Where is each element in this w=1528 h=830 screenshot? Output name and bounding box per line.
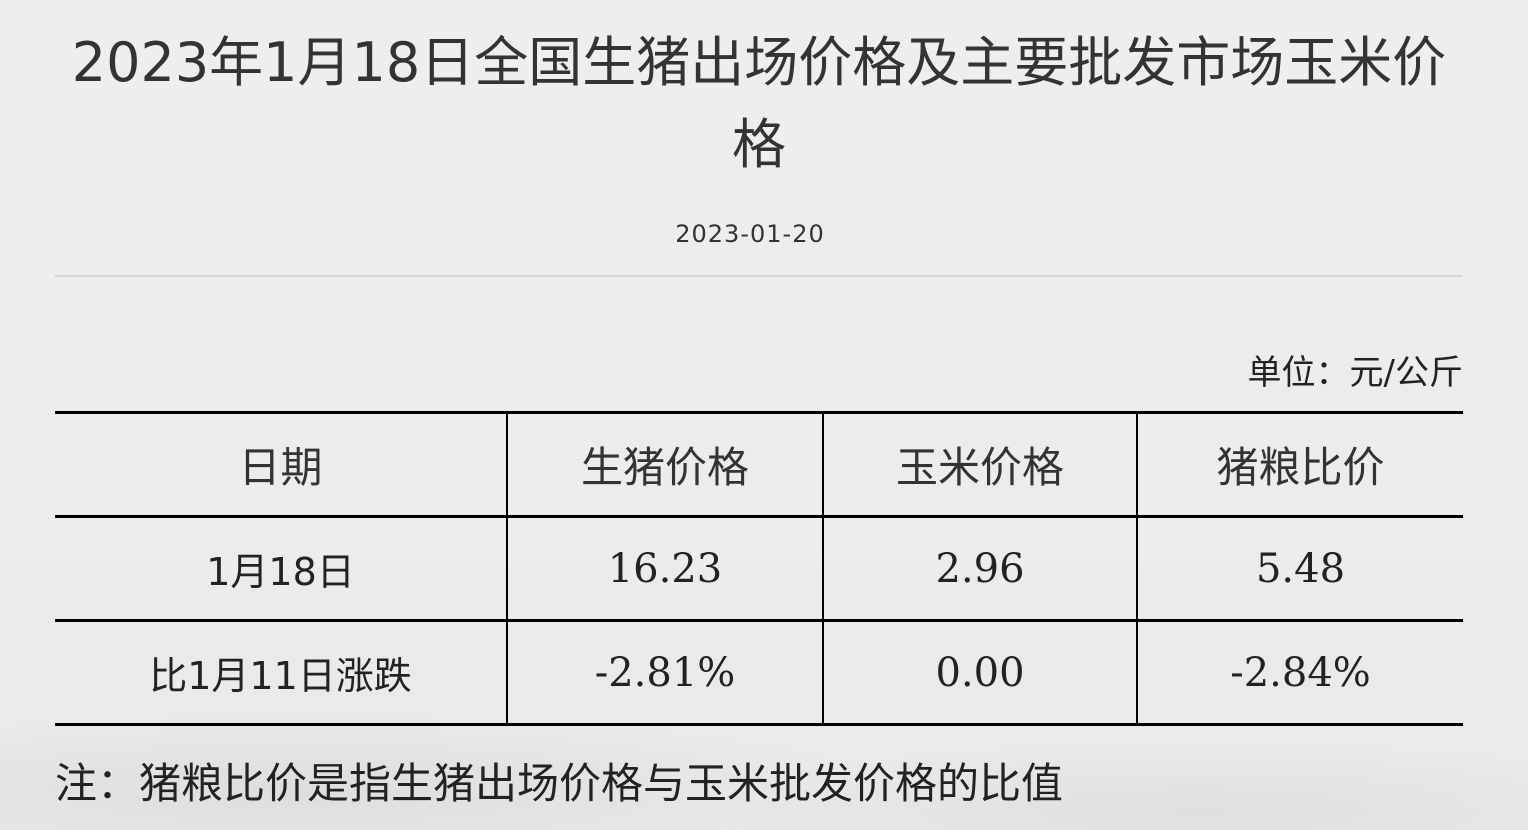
table-cell: 5.48: [1136, 515, 1463, 622]
table-cell: 16.23: [506, 515, 823, 622]
table-cell: 2.96: [822, 515, 1137, 622]
table-header-row: 日期 生猪价格 玉米价格 猪粮比价: [55, 411, 1463, 518]
footnote: 注：猪粮比价是指生猪出场价格与玉米批发价格的比值: [55, 759, 1064, 808]
table-cell: -2.81%: [506, 619, 823, 726]
header-cell: 玉米价格: [822, 411, 1137, 518]
publish-date: 2023-01-20: [675, 220, 825, 248]
table-cell: -2.84%: [1136, 619, 1463, 726]
table-cell: 1月18日: [55, 515, 507, 622]
table-row: 1月18日 16.23 2.96 5.48: [55, 515, 1463, 622]
table-cell: 比1月11日涨跌: [55, 619, 507, 726]
table-row: 比1月11日涨跌 -2.81% 0.00 -2.84%: [55, 619, 1463, 726]
divider: [55, 275, 1463, 277]
header-cell: 生猪价格: [506, 411, 823, 518]
page-title: 2023年1月18日全国生猪出场价格及主要批发市场玉米价格: [71, 31, 1447, 176]
table-cell: 0.00: [822, 619, 1137, 726]
header-cell: 猪粮比价: [1136, 411, 1463, 518]
header-cell: 日期: [55, 411, 507, 518]
unit-label: 单位：元/公斤: [1247, 353, 1463, 393]
price-table: 日期 生猪价格 玉米价格 猪粮比价 1月18日 16.23 2.96 5.48 …: [55, 411, 1463, 726]
